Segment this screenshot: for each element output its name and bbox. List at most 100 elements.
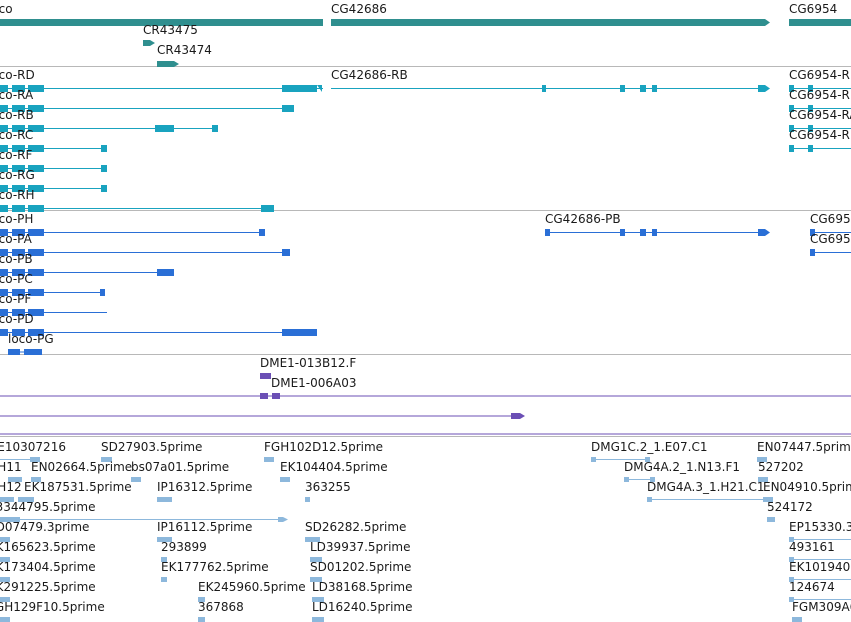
feature[interactable]: loco-RD bbox=[0, 68, 323, 92]
feature[interactable]: CG42686-RB bbox=[331, 68, 770, 92]
feature[interactable]: loco-RF bbox=[0, 148, 107, 172]
feature[interactable]: SD01202.5prime bbox=[310, 560, 411, 582]
feature[interactable]: 527202 bbox=[758, 460, 804, 482]
feature-exon bbox=[808, 145, 813, 152]
feature-exon bbox=[31, 477, 41, 482]
feature[interactable]: 367868 bbox=[198, 600, 244, 622]
feature[interactable]: 83344795.5prime bbox=[0, 500, 288, 522]
feature[interactable]: SD26282.5prime bbox=[305, 520, 406, 542]
feature-exon bbox=[282, 105, 294, 112]
feature-exon bbox=[212, 125, 218, 132]
feature-exon bbox=[155, 125, 174, 132]
feature-label: IP16312.5prime bbox=[157, 480, 252, 494]
feature-label: GH11 bbox=[0, 460, 22, 474]
feature[interactable]: CR43474 bbox=[157, 43, 212, 67]
feature[interactable]: loco-PH bbox=[0, 212, 265, 236]
feature[interactable] bbox=[0, 413, 525, 419]
feature[interactable]: loco-PG bbox=[8, 332, 54, 355]
feature-exon bbox=[640, 85, 646, 92]
feature-exon bbox=[24, 497, 34, 502]
feature[interactable]: loco-PC bbox=[0, 272, 105, 296]
feature-exon bbox=[259, 229, 265, 236]
feature-label: loco-PB bbox=[0, 252, 33, 266]
feature[interactable]: EK245960.5prime bbox=[198, 580, 306, 602]
feature[interactable]: EP15330.3prime bbox=[789, 520, 851, 542]
feature[interactable]: FGH102D12.5prime bbox=[264, 440, 383, 462]
feature[interactable]: GH11 bbox=[0, 460, 22, 482]
feature[interactable]: CG6954-RE bbox=[789, 88, 851, 112]
feature-label: loco-PF bbox=[0, 292, 31, 306]
feature[interactable]: FGM309A6 bbox=[792, 600, 851, 622]
feature[interactable]: loco bbox=[0, 2, 323, 26]
feature[interactable]: CG42686-PB bbox=[545, 212, 770, 236]
feature-exon bbox=[758, 477, 768, 482]
feature[interactable]: loco-RB bbox=[0, 108, 218, 132]
feature-label: GH12 bbox=[0, 480, 22, 494]
feature[interactable]: EK101940 bbox=[789, 560, 851, 582]
feature[interactable]: LD16240.5prime bbox=[312, 600, 413, 622]
feature-exon bbox=[0, 557, 10, 562]
strand-arrow-right bbox=[283, 517, 288, 522]
feature[interactable]: 293899 bbox=[161, 540, 207, 562]
feature[interactable]: CG6954 bbox=[789, 2, 851, 26]
feature[interactable]: loco-RH bbox=[0, 188, 274, 212]
feature[interactable]: loco-RG bbox=[0, 168, 107, 192]
feature[interactable]: FGH129F10.5prime bbox=[0, 600, 105, 622]
strand-arrow-right bbox=[765, 229, 770, 236]
feature[interactable]: DMG4A.2_1.N13.F1 bbox=[624, 460, 740, 482]
feature-label: 493161 bbox=[789, 540, 835, 554]
feature-exon bbox=[312, 597, 324, 602]
feature[interactable]: 493161 bbox=[789, 540, 851, 562]
feature[interactable]: CG6954-RA bbox=[789, 108, 851, 132]
feature[interactable]: EK187531.5prime bbox=[24, 480, 132, 502]
feature[interactable]: DME1-013B12.F bbox=[260, 356, 356, 379]
feature[interactable]: EN07447.5prime bbox=[757, 440, 851, 462]
feature-exon bbox=[272, 393, 280, 399]
feature-exon bbox=[305, 497, 310, 502]
feature[interactable]: SD07479.3prime bbox=[0, 520, 89, 542]
feature[interactable]: DME1-006A03 bbox=[0, 376, 851, 399]
feature[interactable]: CG42686 bbox=[331, 2, 770, 26]
feature[interactable]: CG6954-RB bbox=[789, 128, 851, 152]
feature[interactable]: loco-RC bbox=[0, 128, 107, 152]
feature-label: SD01202.5prime bbox=[310, 560, 411, 574]
feature[interactable]: EK104404.5prime bbox=[280, 460, 388, 482]
feature[interactable]: EK177762.5prime bbox=[161, 560, 269, 582]
feature[interactable]: loco-PB bbox=[0, 252, 174, 276]
feature[interactable]: SD27903.5prime bbox=[101, 440, 202, 462]
feature-exon bbox=[0, 597, 10, 602]
feature-exon bbox=[0, 105, 8, 112]
feature[interactable]: EK173404.5prime bbox=[0, 560, 96, 582]
feature[interactable]: 124674 bbox=[789, 580, 851, 602]
feature[interactable]: CG6954-PD bbox=[810, 212, 851, 236]
feature[interactable]: CG6954-PE bbox=[810, 232, 851, 256]
feature[interactable]: loco-PD bbox=[0, 312, 317, 336]
feature[interactable]: EN02664.5prime bbox=[31, 460, 132, 482]
feature[interactable]: EK165623.5prime bbox=[0, 540, 96, 562]
feature-label: CG6954-RE bbox=[789, 88, 851, 102]
feature[interactable]: EN04910.5prime bbox=[763, 480, 851, 502]
feature[interactable]: bs07a01.5prime bbox=[131, 460, 229, 482]
feature[interactable]: IP16112.5prime bbox=[157, 520, 252, 542]
feature-exon bbox=[161, 577, 167, 582]
feature-label: CG6954-RB bbox=[789, 128, 851, 142]
feature[interactable]: loco-PA bbox=[0, 232, 290, 256]
feature[interactable]: loco-PF bbox=[0, 292, 107, 316]
feature[interactable]: DMG1C.2_1.E07.C1 bbox=[591, 440, 707, 462]
strand-arrow-right bbox=[765, 85, 770, 92]
feature[interactable]: EK291225.5prime bbox=[0, 580, 96, 602]
feature[interactable]: 363255 bbox=[305, 480, 351, 502]
feature-exon bbox=[331, 19, 765, 26]
feature[interactable]: loco-RA bbox=[0, 88, 294, 112]
feature[interactable]: DMG4A.3_1.H21.C1 bbox=[647, 480, 770, 502]
feature-label: 524172 bbox=[767, 500, 813, 514]
feature-exon bbox=[0, 329, 8, 336]
feature[interactable]: LD39937.5prime bbox=[310, 540, 411, 562]
feature[interactable]: CR43475 bbox=[143, 23, 198, 46]
feature[interactable]: IP16312.5prime bbox=[157, 480, 252, 502]
feature[interactable]: 524172 bbox=[767, 500, 813, 522]
feature-exon bbox=[305, 537, 320, 542]
feature[interactable]: CG6954-RD bbox=[789, 68, 851, 92]
feature[interactable]: GE10307216 bbox=[0, 440, 66, 462]
feature[interactable]: LD38168.5prime bbox=[312, 580, 413, 602]
